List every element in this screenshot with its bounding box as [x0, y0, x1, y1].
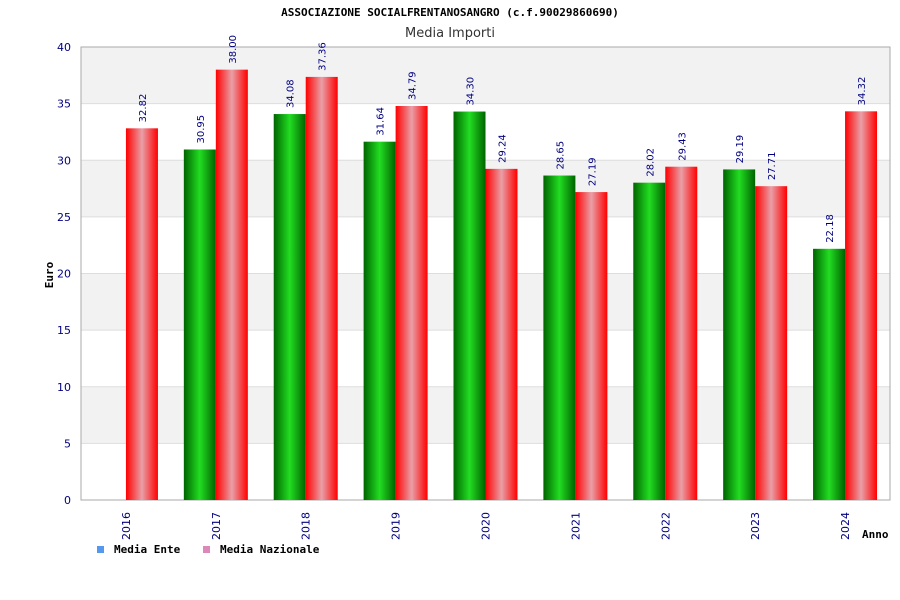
- bar-media-nazionale: [305, 76, 338, 500]
- y-tick-label: 0: [64, 494, 71, 507]
- y-tick-label: 20: [57, 268, 71, 281]
- bar-value-label: 22.18: [825, 214, 836, 243]
- x-tick-label: 2021: [569, 512, 582, 540]
- legend-label-ente: Media Ente: [114, 543, 181, 556]
- bar-media-nazionale: [845, 111, 878, 501]
- bar-value-label: 34.30: [466, 77, 477, 106]
- chart-title: ASSOCIAZIONE SOCIALFRENTANOSANGRO (c.f.9…: [281, 6, 619, 19]
- y-tick-label: 35: [57, 98, 71, 111]
- bar-value-label: 31.64: [376, 107, 387, 136]
- bar-value-label: 29.43: [677, 132, 688, 161]
- bar-value-label: 37.36: [318, 42, 329, 71]
- bar-media-nazionale: [755, 186, 788, 500]
- bar-value-label: 34.08: [286, 79, 297, 108]
- x-tick-label: 2019: [390, 512, 403, 540]
- legend-swatch-ente: [97, 546, 104, 553]
- bar-value-label: 34.32: [857, 77, 868, 106]
- bar-value-label: 29.24: [498, 134, 509, 163]
- legend-label-nazionale: Media Nazionale: [220, 543, 320, 556]
- grid-band: [81, 47, 890, 104]
- bar-media-ente: [723, 169, 756, 500]
- x-tick-label: 2017: [210, 512, 223, 540]
- legend: Media Ente Media Nazionale: [97, 543, 320, 556]
- x-tick-label: 2016: [120, 512, 133, 540]
- x-tick-label: 2023: [749, 512, 762, 540]
- x-tick-label: 2020: [480, 512, 493, 540]
- bar-value-label: 27.19: [587, 157, 598, 186]
- bar-media-nazionale: [665, 166, 698, 500]
- x-axis-label: Anno: [862, 528, 889, 541]
- y-tick-label: 10: [57, 381, 71, 394]
- x-tick-label: 2024: [839, 512, 852, 540]
- bar-value-label: 34.79: [408, 71, 419, 100]
- y-tick-label: 25: [57, 211, 71, 224]
- bar-media-ente: [363, 141, 396, 500]
- bar-value-label: 29.19: [735, 135, 746, 164]
- bar-media-ente: [633, 182, 666, 500]
- bar-media-nazionale: [395, 106, 428, 501]
- bar-media-ente: [273, 114, 306, 500]
- y-tick-label: 15: [57, 324, 71, 337]
- bar-value-label: 28.02: [645, 148, 656, 177]
- bar-media-nazionale: [125, 128, 158, 500]
- bar-media-ente: [543, 175, 576, 500]
- bar-value-label: 28.65: [555, 141, 566, 170]
- bar-media-nazionale: [575, 192, 608, 501]
- bar-media-ente: [813, 248, 846, 500]
- bar-media-ente: [453, 111, 486, 501]
- bar-value-label: 38.00: [228, 35, 239, 64]
- x-tick-label: 2022: [659, 512, 672, 540]
- y-tick-label: 5: [64, 437, 71, 450]
- bar-media-nazionale: [485, 168, 518, 500]
- bar-media-nazionale: [215, 69, 248, 501]
- y-tick-label: 30: [57, 154, 71, 167]
- chart-subtitle: Media Importi: [405, 26, 495, 41]
- y-axis-label: Euro: [43, 261, 56, 288]
- y-tick-label: 40: [57, 41, 71, 54]
- bar-value-label: 32.82: [138, 94, 149, 123]
- bar-media-ente: [183, 149, 216, 500]
- legend-swatch-nazionale: [203, 546, 210, 553]
- x-tick-label: 2018: [300, 512, 313, 540]
- bar-value-label: 30.95: [196, 115, 207, 144]
- bar-value-label: 27.71: [767, 152, 778, 181]
